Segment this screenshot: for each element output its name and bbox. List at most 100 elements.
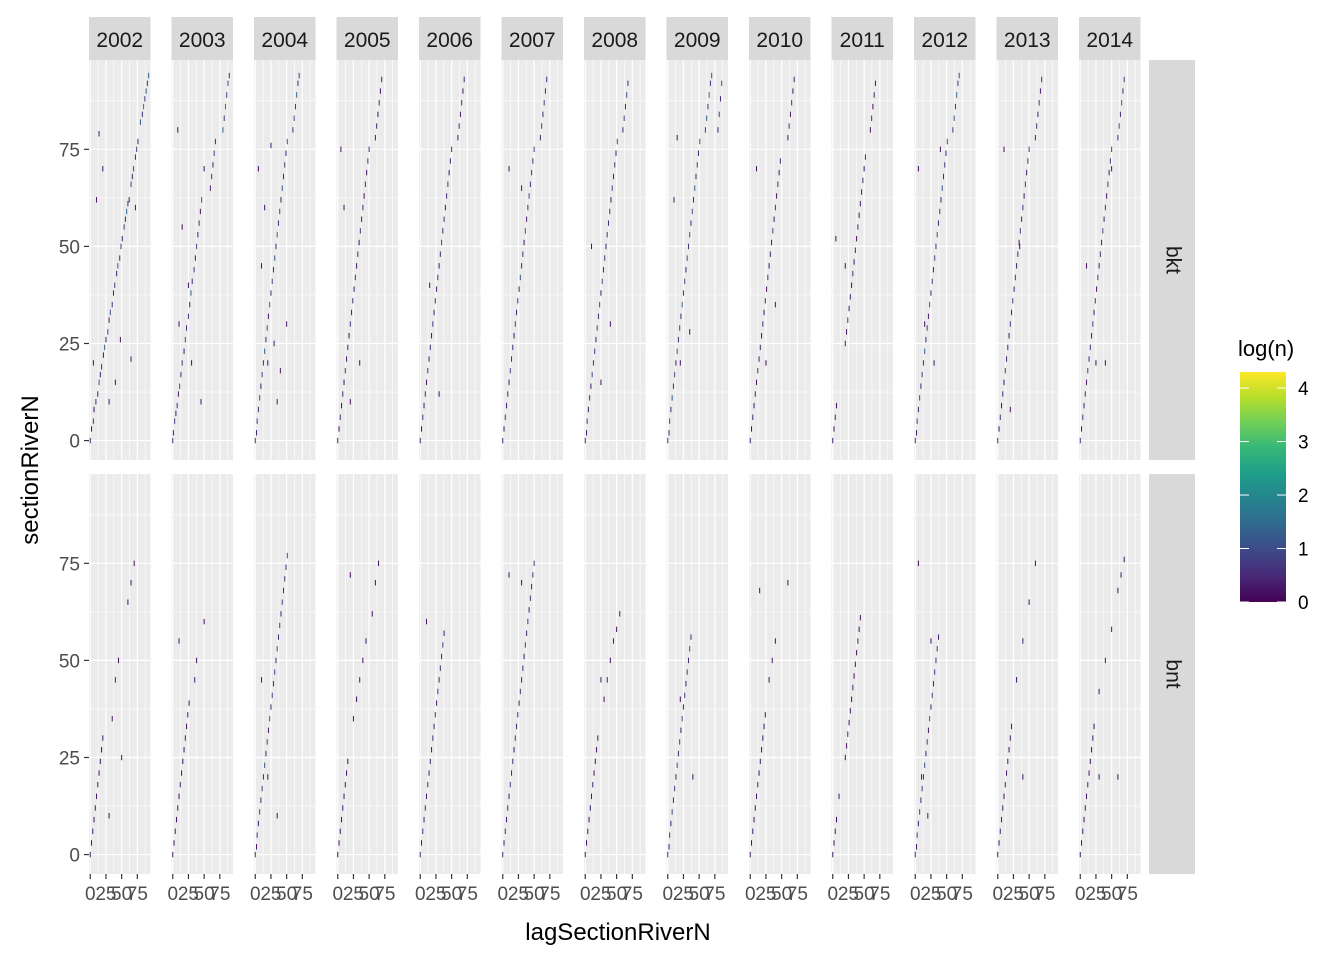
heatmap-cell xyxy=(89,851,91,858)
heatmap-cell xyxy=(194,255,196,261)
heatmap-cell xyxy=(182,758,184,765)
heatmap-cell xyxy=(946,138,948,145)
heatmap-cell xyxy=(502,851,504,858)
heatmap-cell xyxy=(511,770,513,776)
heatmap-cell xyxy=(190,290,192,296)
heatmap-cell xyxy=(201,197,203,203)
heatmap-cell xyxy=(957,80,959,87)
heatmap-cell xyxy=(849,708,851,714)
heatmap-cell xyxy=(609,208,611,215)
heatmap-cell xyxy=(603,696,605,702)
heatmap-cell xyxy=(1009,406,1011,413)
strip-label-2010: 2010 xyxy=(756,29,803,52)
x-tick-label: 50 xyxy=(276,884,297,905)
heatmap-cell xyxy=(513,747,515,753)
heatmap-cell xyxy=(261,785,263,792)
heatmap-cell xyxy=(529,181,531,187)
heatmap-cell xyxy=(935,657,937,664)
row-strip-bnt xyxy=(1149,474,1195,874)
heatmap-cell xyxy=(176,402,178,409)
heatmap-cell xyxy=(600,379,602,386)
heatmap-cell xyxy=(352,715,354,722)
panel-background xyxy=(914,60,976,460)
heatmap-cell xyxy=(296,92,298,98)
heatmap-cell xyxy=(952,127,954,133)
heatmap-cell xyxy=(379,88,381,94)
heatmap-cell xyxy=(708,92,710,98)
heatmap-cell xyxy=(522,665,524,671)
panel-background xyxy=(501,60,563,460)
heatmap-cell xyxy=(436,286,438,292)
heatmap-cell xyxy=(451,146,453,153)
heatmap-cell xyxy=(1101,239,1103,246)
heatmap-cell xyxy=(856,235,858,242)
heatmap-cell xyxy=(512,758,514,765)
heatmap-cell xyxy=(508,379,510,386)
heatmap-cell xyxy=(446,193,448,199)
y-axes: 0 25 50 75 0 25 50 75 xyxy=(59,140,89,867)
heatmap-cell xyxy=(98,131,100,137)
heatmap-cell xyxy=(441,239,443,246)
strip-label-2006: 2006 xyxy=(426,29,473,52)
heatmap-cell xyxy=(919,395,921,401)
heatmap-cell xyxy=(130,356,132,362)
heatmap-cell xyxy=(354,274,356,281)
heatmap-cell xyxy=(427,781,429,788)
heatmap-cell xyxy=(342,805,344,811)
heatmap-cell xyxy=(680,313,682,320)
heatmap-cell xyxy=(117,263,119,269)
heatmap-cell xyxy=(431,747,433,753)
heatmap-cell xyxy=(99,758,101,765)
heatmap-cell xyxy=(834,414,836,420)
heatmap-cell xyxy=(264,762,266,768)
heatmap-cell xyxy=(424,391,426,397)
heatmap-cell xyxy=(751,426,753,432)
heatmap-cell xyxy=(587,406,589,413)
heatmap-cell xyxy=(96,197,98,203)
heatmap-cell xyxy=(254,851,256,858)
heatmap-cell xyxy=(761,333,763,339)
heatmap-cell xyxy=(836,816,838,823)
heatmap-cell xyxy=(619,611,621,617)
heatmap-cell xyxy=(260,383,262,389)
heatmap-cell xyxy=(615,150,617,156)
heatmap-cell xyxy=(1095,360,1097,366)
heatmap-cell xyxy=(542,111,544,118)
heatmap-cell xyxy=(123,224,125,230)
heatmap-cell xyxy=(109,309,111,316)
heatmap-cell xyxy=(211,173,213,180)
panel-bnt-2006 xyxy=(419,474,481,874)
heatmap-cell xyxy=(346,770,348,776)
heatmap-cell xyxy=(624,103,626,110)
heatmap-cell xyxy=(121,754,123,761)
heatmap-cell xyxy=(754,805,756,811)
heatmap-cell xyxy=(1098,263,1100,269)
heatmap-cell xyxy=(353,286,355,292)
heatmap-cell xyxy=(117,657,119,664)
heatmap-cell xyxy=(1096,286,1098,292)
heatmap-cell xyxy=(874,80,876,87)
panel-background xyxy=(831,474,893,874)
panel-background xyxy=(749,60,811,460)
heatmap-cell xyxy=(359,228,361,234)
heatmap-cell xyxy=(597,313,599,320)
heatmap-cell xyxy=(95,399,97,405)
strip-2005 xyxy=(336,17,398,60)
heatmap-cell xyxy=(175,410,177,417)
heatmap-cell xyxy=(834,828,836,834)
heatmap-cell xyxy=(692,774,694,780)
heatmap-cell xyxy=(91,426,93,432)
heatmap-cell xyxy=(1027,158,1029,164)
heatmap-cell xyxy=(286,138,288,145)
heatmap-cell xyxy=(433,309,435,316)
heatmap-cell xyxy=(362,204,364,211)
heatmap-cell xyxy=(609,321,611,327)
strip-label-2004: 2004 xyxy=(261,29,308,52)
heatmap-cell xyxy=(773,216,775,222)
panel-bkt-2003 xyxy=(171,60,233,460)
heatmap-cell xyxy=(945,150,947,156)
heatmap-cell xyxy=(98,379,100,386)
x-tick-label: 0 xyxy=(745,884,756,905)
heatmap-cell xyxy=(228,72,230,79)
